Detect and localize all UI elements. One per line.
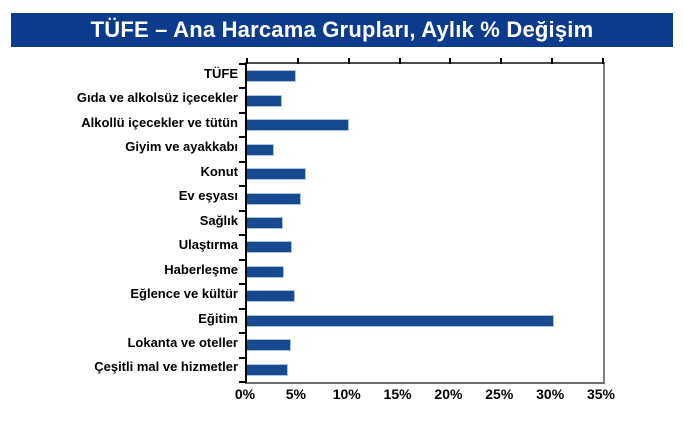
value-axis-tick-label: 15% bbox=[383, 386, 412, 402]
value-axis-tick bbox=[551, 58, 554, 64]
category-axis-tick bbox=[239, 87, 247, 90]
bar bbox=[247, 168, 306, 181]
value-axis-tick-label: 25% bbox=[485, 386, 514, 402]
value-axis-tick bbox=[246, 58, 248, 64]
category-axis-tick bbox=[239, 111, 247, 114]
category-axis-tick bbox=[239, 356, 247, 359]
bar bbox=[247, 143, 275, 156]
value-axis-tick bbox=[347, 58, 350, 64]
plot-area bbox=[239, 58, 605, 384]
category-axis-tick bbox=[239, 332, 247, 335]
chart-title: TÜFE – Ana Harcama Grupları, Aylık % Değ… bbox=[90, 17, 594, 42]
category-label: Ulaştırma bbox=[178, 237, 238, 253]
category-axis-tick bbox=[239, 307, 247, 310]
bar bbox=[247, 265, 284, 278]
category-label: Eğlence ve kültür bbox=[130, 286, 238, 302]
bar bbox=[247, 192, 301, 205]
category-label: Konut bbox=[200, 163, 238, 179]
title-banner: TÜFE – Ana Harcama Grupları, Aylık % Değ… bbox=[11, 13, 673, 47]
category-axis-tick bbox=[239, 160, 247, 163]
value-axis-tick bbox=[398, 58, 401, 64]
value-axis-tick-label: 0% bbox=[234, 386, 256, 402]
category-label: Haberleşme bbox=[164, 261, 238, 277]
category-axis-tick bbox=[239, 209, 247, 212]
value-axis-tick bbox=[296, 58, 299, 64]
value-axis-tick-label: 5% bbox=[285, 386, 306, 402]
value-axis-tick bbox=[602, 58, 604, 64]
value-axis-labels: 0% 5% 10% 15% 20% 25% 30% 35% bbox=[235, 386, 615, 408]
bar bbox=[247, 119, 349, 132]
value-axis-tick bbox=[449, 58, 452, 64]
value-axis-tick-label: 10% bbox=[332, 386, 361, 402]
value-axis-tick-label: 30% bbox=[536, 386, 565, 402]
category-label: Alkollü içecekler ve tütün bbox=[81, 114, 238, 130]
category-label: Gıda ve alkolsüz içecekler bbox=[76, 90, 238, 106]
value-axis-tick-label: 35% bbox=[586, 386, 616, 402]
category-axis-tick bbox=[239, 63, 247, 65]
category-label: Çeşitli mal ve hizmetler bbox=[94, 359, 238, 375]
bar bbox=[247, 314, 555, 327]
category-axis-tick bbox=[239, 258, 247, 261]
category-label: TÜFE bbox=[204, 66, 238, 81]
bar bbox=[247, 241, 292, 254]
bar bbox=[247, 339, 291, 352]
bar bbox=[247, 363, 288, 376]
category-axis-labels: TÜFE Gıda ve alkolsüz içecekler Alkollü iç… bbox=[0, 62, 238, 380]
value-axis-tick bbox=[500, 58, 503, 64]
category-axis-tick bbox=[239, 185, 247, 188]
bar bbox=[247, 217, 283, 229]
category-label: Ev eşyası bbox=[178, 188, 238, 204]
category-axis-tick bbox=[239, 136, 247, 139]
category-label: Giyim ve ayakkabı bbox=[125, 139, 238, 155]
category-axis-tick bbox=[239, 381, 247, 383]
bar bbox=[247, 70, 296, 83]
bar bbox=[247, 290, 295, 303]
bar bbox=[247, 94, 282, 107]
value-axis-tick-label: 20% bbox=[434, 386, 463, 402]
category-axis-tick bbox=[239, 234, 247, 237]
category-label: Sağlık bbox=[199, 212, 238, 228]
category-label: Eğitim bbox=[198, 310, 238, 326]
category-axis-tick bbox=[239, 283, 247, 286]
category-label: Lokanta ve oteller bbox=[127, 334, 238, 350]
